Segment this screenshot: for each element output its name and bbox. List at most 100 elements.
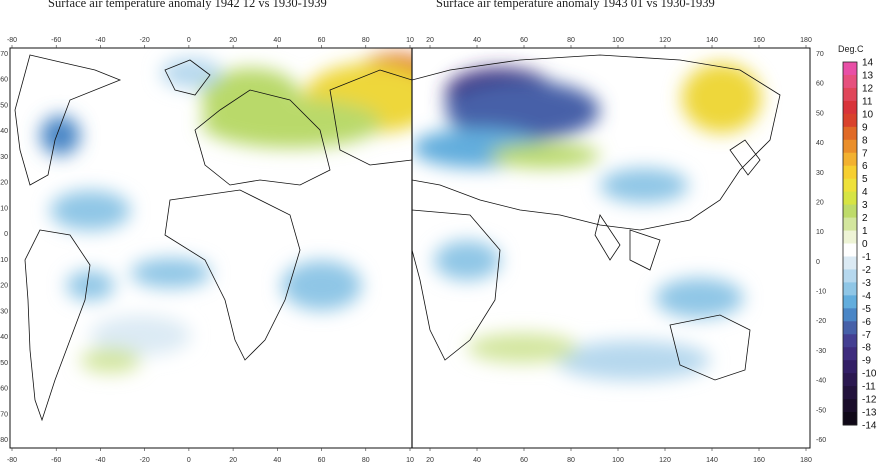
- colorbar-label: -5: [862, 304, 871, 315]
- right-top-tick: 120: [659, 37, 671, 44]
- left-lat-tick: -30: [0, 308, 8, 315]
- right-top-tick: 180: [800, 37, 812, 44]
- colorbar-label: -8: [862, 343, 871, 354]
- colorbar-swatch: [843, 165, 857, 180]
- colorbar-swatch: [843, 243, 857, 257]
- colorbar-swatch: [843, 139, 857, 154]
- right-bottom-tick: 120: [659, 457, 671, 464]
- left-bottom-tick: 40: [273, 457, 281, 464]
- right-bottom-tick: 100: [612, 457, 624, 464]
- left-lat-tick: 60: [0, 77, 8, 84]
- left-bottom-tick: -80: [7, 457, 17, 464]
- right-coastlines: [412, 54, 781, 381]
- left-lat-tick: 20: [0, 180, 8, 187]
- colorbar-label: -9: [862, 356, 871, 367]
- left-bottom-tick: 20: [229, 457, 237, 464]
- right-lat-tick: -50: [816, 407, 826, 414]
- anomaly-blob: [489, 143, 600, 168]
- colorbar-label: -14: [862, 421, 877, 432]
- anomaly-blob: [281, 260, 362, 311]
- left-top-tick: 60: [318, 37, 326, 44]
- colorbar-label: 1: [862, 226, 868, 237]
- left-lat-tick: 40: [0, 128, 8, 135]
- left-lat-tick: -20: [0, 283, 8, 290]
- colorbar-label: 4: [862, 187, 868, 198]
- axis-ticks: -80 -60 -40 -20 0 20 40 60 80 10 -80 -60 -40 -20 0 20 40…: [0, 37, 826, 464]
- right-panel-title: Surface air temperature anomaly 1943 01 …: [436, 0, 715, 10]
- colorbar-label: 5: [862, 174, 868, 185]
- right-lat-tick: -10: [816, 289, 826, 296]
- colorbar-swatch: [843, 399, 857, 413]
- right-lat-tick: 50: [816, 110, 824, 117]
- colorbar-label: 14: [862, 58, 874, 69]
- left-top-tick: -80: [7, 37, 17, 44]
- left-panel-title: Surface air temperature anomaly 1942 12 …: [48, 0, 327, 10]
- left-top-tick: 20: [229, 37, 237, 44]
- anomaly-blob: [200, 68, 302, 128]
- colorbar-swatch: [843, 256, 857, 270]
- left-bottom-tick: -40: [95, 457, 105, 464]
- right-lat-tick: 10: [816, 229, 824, 236]
- colorbar-label: 0: [862, 239, 868, 250]
- colorbar-swatch: [843, 217, 857, 232]
- colorbar-swatch: [843, 295, 857, 309]
- colorbar-label: -2: [862, 265, 871, 276]
- colorbar-label: 7: [862, 148, 868, 159]
- anomaly-blob: [599, 168, 689, 203]
- anomaly-blob: [50, 190, 131, 231]
- colorbar-label: -3: [862, 278, 871, 289]
- anomaly-blob: [555, 340, 711, 381]
- left-top-tick: -40: [95, 37, 105, 44]
- colorbar-label: -1: [862, 252, 871, 263]
- colorbar: 14131211109876543210-1-2-3-4-5-6-7-8-9-1…: [842, 58, 877, 432]
- left-lat-tick: -70: [0, 411, 8, 418]
- right-lat-tick: -40: [816, 378, 826, 385]
- colorbar-swatch: [843, 282, 857, 296]
- left-lat-tick: 10: [0, 205, 8, 212]
- left-top-tick: 0: [187, 37, 191, 44]
- left-lat-tick: 70: [0, 51, 8, 58]
- right-lat-tick: 0: [816, 259, 820, 266]
- colorbar-label: 9: [862, 122, 868, 133]
- colorbar-swatch: [843, 62, 857, 76]
- colorbar-swatch: [843, 113, 857, 128]
- colorbar-swatch: [843, 204, 857, 219]
- right-lat-tick: 60: [816, 81, 824, 88]
- colorbar-swatch: [843, 334, 857, 348]
- left-lat-tick: -40: [0, 334, 8, 341]
- left-lat-tick: 30: [0, 154, 8, 161]
- right-top-tick: 160: [753, 37, 765, 44]
- colorbar-swatch: [843, 386, 857, 400]
- left-lat-tick: -60: [0, 386, 8, 393]
- anomaly-blob: [40, 115, 81, 156]
- left-bottom-tick: 60: [318, 457, 326, 464]
- colorbar-swatch: [843, 152, 857, 167]
- colorbar-swatch: [843, 412, 857, 426]
- colorbar-frame: [842, 61, 858, 426]
- colorbar-swatch: [843, 100, 857, 115]
- right-lat-tick: -20: [816, 318, 826, 325]
- anomaly-blob: [445, 80, 600, 141]
- right-lat-tick: -30: [816, 348, 826, 355]
- anomaly-blob: [434, 240, 501, 281]
- colorbar-swatch: [843, 373, 857, 387]
- right-top-tick: 100: [612, 37, 624, 44]
- right-top-tick: 40: [473, 37, 481, 44]
- left-top-tick: -60: [51, 37, 61, 44]
- right-lat-tick: -60: [816, 437, 826, 444]
- left-top-tick: -20: [140, 37, 150, 44]
- colorbar-swatch: [843, 87, 857, 102]
- colorbar-label: -7: [862, 330, 871, 341]
- left-top-tick: 10: [406, 37, 414, 44]
- colorbar-label: -11: [862, 382, 876, 393]
- left-bottom-tick: -20: [140, 457, 150, 464]
- right-top-tick: 80: [567, 37, 575, 44]
- left-bottom-tick: 10: [406, 457, 414, 464]
- left-anomaly-field: [40, 53, 412, 373]
- right-bottom-tick: 20: [426, 457, 434, 464]
- anomaly-blob: [655, 278, 744, 318]
- right-lat-tick: 70: [816, 51, 824, 58]
- left-lat-tick: 50: [0, 102, 8, 109]
- colorbar-swatch: [843, 191, 857, 206]
